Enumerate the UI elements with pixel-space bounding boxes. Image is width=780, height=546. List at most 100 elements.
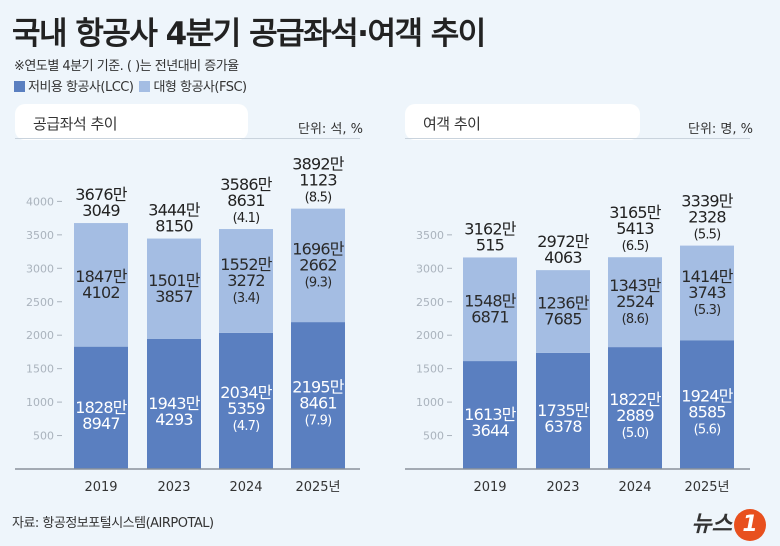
y-tick-label: 3500 [416,229,444,242]
lcc-data-label: 2034만 [220,383,273,402]
fsc-data-label: 3857 [155,287,193,306]
bar-fsc [219,229,273,333]
total-data-label: 515 [476,235,504,254]
bar-lcc [608,347,662,469]
news1-logo: 뉴스 1 [692,506,766,541]
y-tick-label: 1000 [26,396,54,409]
legend-label-fsc: 대형 항공사(FSC) [153,80,247,95]
fsc-data-label: 3272 [227,271,265,290]
y-tick-label: 500 [33,430,54,443]
seats-unit: 단위: 석, % [298,122,364,137]
total-data-label: 3165만 [609,203,662,222]
x-tick-label: 2024 [618,480,651,495]
x-tick-label: 2023 [157,480,190,495]
source: 자료: 항공정보포털시스템(AIRPOTAL) [12,516,214,531]
total-data-label: 3162만 [464,219,517,238]
total-data-label: 1123 [299,171,337,190]
bar-lcc [74,346,128,469]
total-data-label: (5.5) [694,228,721,243]
total-data-label: 3339만 [681,192,734,211]
y-tick-label: 4000 [26,195,54,208]
bar-fsc [463,257,517,362]
legend-fsc: 대형 항공사(FSC) [139,76,247,95]
passengers-chart-title: 여객 추이 [405,104,640,140]
total-data-label: 3676만 [75,185,128,204]
total-data-label: 8631 [227,191,265,210]
total-data-label: 2972만 [537,232,590,251]
lcc-data-label: 8947 [82,414,120,433]
lcc-data-label: 1822만 [609,390,662,409]
lcc-data-label: 1828만 [75,398,128,417]
total-data-label: 3444만 [148,201,201,220]
bar-fsc [536,270,590,353]
fsc-data-label: (8.6) [622,312,649,327]
fsc-data-label: 7685 [544,310,582,329]
lcc-data-label: 8461 [299,394,337,413]
fsc-data-label: 4102 [82,283,120,302]
fsc-data-label: 1847만 [75,267,128,286]
fsc-data-label: 3743 [688,283,726,302]
total-data-label: (8.5) [305,191,332,206]
fsc-data-label: 6871 [471,307,509,326]
divider [405,138,750,139]
total-data-label: 3892만 [292,155,345,174]
bar-fsc [147,238,201,339]
x-tick-label: 2019 [473,480,506,495]
fsc-data-label: (3.4) [233,291,260,306]
subtitle: ※연도별 4분기 기준. ( )는 전년대비 증가율 [14,59,239,74]
lcc-data-label: 5359 [227,399,265,418]
fsc-data-label: 1501만 [148,271,201,290]
x-tick-label: 2024 [229,480,262,495]
fsc-data-label: 1696만 [292,239,345,258]
bar-fsc [74,223,128,347]
legend: 저비용 항공사(LCC) 대형 항공사(FSC) [14,76,247,95]
lcc-data-label: (5.0) [622,426,649,441]
fsc-data-label: 1552만 [220,255,273,274]
lcc-data-label: 1924만 [681,387,734,406]
lcc-data-label: 1735만 [537,401,590,420]
bar-lcc [291,322,345,469]
fsc-data-label: 2524 [616,292,654,311]
x-tick-label: 2025년 [684,480,729,495]
y-tick-label: 1000 [416,396,444,409]
fsc-data-label: (9.3) [305,275,332,290]
legend-lcc: 저비용 항공사(LCC) [14,76,134,95]
fsc-data-label: 2662 [299,255,337,274]
lcc-data-label: 6378 [544,417,582,436]
bar-fsc [680,245,734,341]
lcc-data-label: (7.9) [305,414,332,429]
x-tick-label: 2019 [84,480,117,495]
lcc-data-label: 1613만 [464,405,517,424]
bar-lcc [219,332,273,469]
bar-lcc [680,340,734,469]
bar-fsc [608,257,662,348]
y-tick-label: 3500 [26,229,54,242]
page-title: 국내 항공사 4분기 공급좌석·여객 추이 [12,16,486,52]
y-tick-label: 3000 [416,262,444,275]
fsc-data-label: 1548만 [464,291,517,310]
bar-lcc [147,338,201,469]
divider [15,138,360,139]
lcc-data-label: 8585 [688,403,726,422]
bar-lcc [463,361,517,469]
x-tick-label: 2023 [546,480,579,495]
seats-chart-title: 공급좌석 추이 [15,104,248,140]
legend-swatch-lcc [14,81,25,92]
bar-lcc [536,352,590,469]
lcc-data-label: 2195만 [292,378,345,397]
total-data-label: 2328 [688,208,726,227]
legend-label-lcc: 저비용 항공사(LCC) [28,80,134,95]
lcc-data-label: 3644 [471,421,509,440]
total-data-label: (6.5) [622,239,649,254]
legend-swatch-fsc [139,81,151,92]
fsc-data-label: 1236만 [537,294,590,313]
total-data-label: 4063 [544,248,582,267]
y-tick-label: 2500 [26,296,54,309]
lcc-data-label: (5.6) [694,423,721,438]
passengers-unit: 단위: 명, % [688,122,754,137]
y-tick-label: 2000 [26,329,54,342]
lcc-data-label: 2889 [616,406,654,425]
total-data-label: (4.1) [233,211,260,226]
